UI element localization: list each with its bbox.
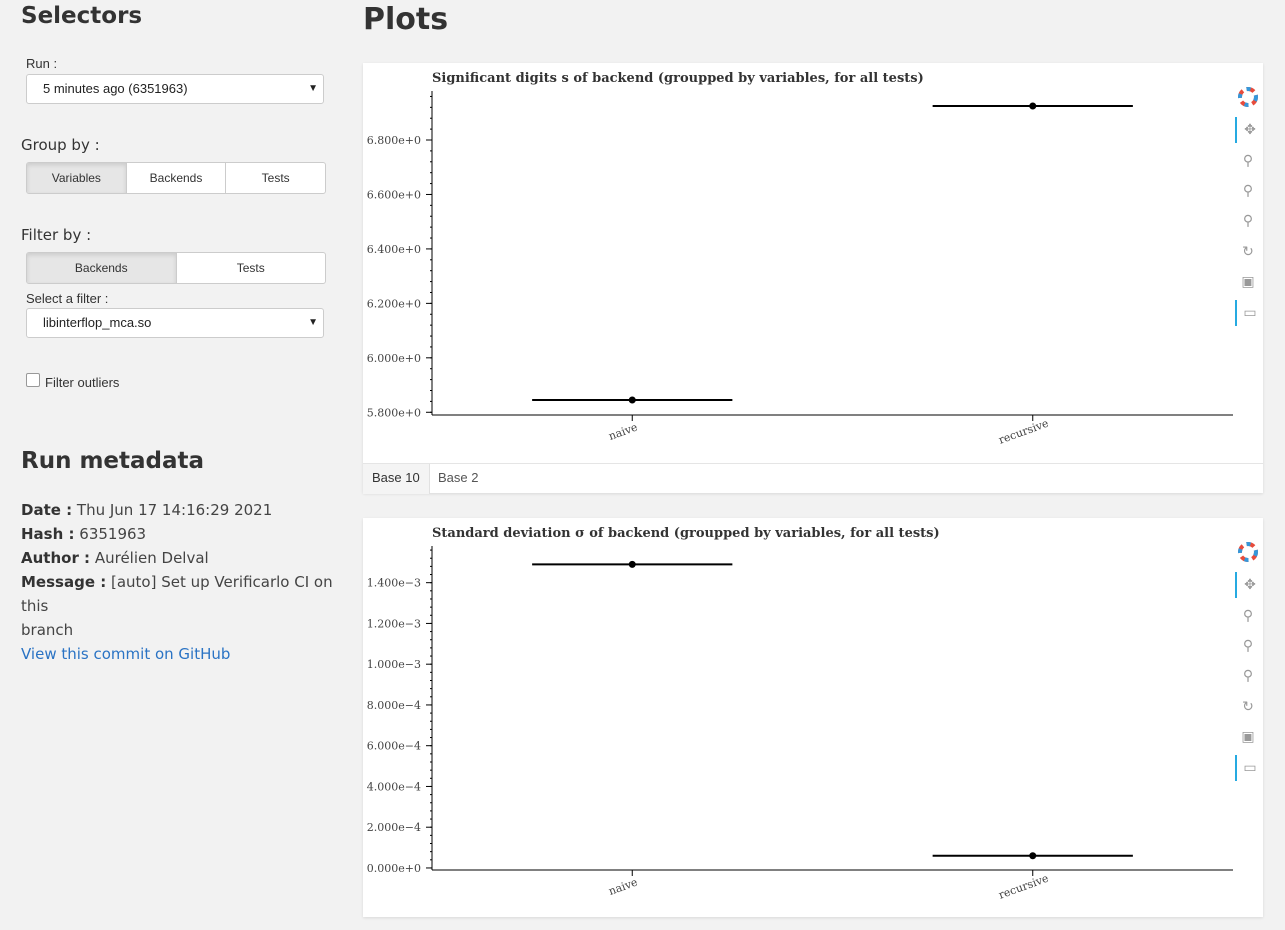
reset-icon[interactable]: ↻ [1242,699,1254,715]
data-point [1029,102,1037,110]
y-tick-label: 1.000e−3 [367,658,421,671]
tab-base-10[interactable]: Base 10 [363,464,430,494]
x-tick-label: naive [607,875,640,897]
wheel-zoom-icon[interactable]: ⚲ [1242,183,1254,199]
metadata-date: Date : Thu Jun 17 14:16:29 2021 [21,498,272,522]
author-value: Aurélien Delval [94,549,209,567]
hover-icon[interactable]: ▭ [1235,755,1263,781]
run-metadata-title: Run metadata [21,448,205,474]
y-tick-label: 1.200e−3 [367,617,421,630]
filterby-backends-button[interactable]: Backends [27,253,177,283]
groupby-tests-button[interactable]: Tests [261,171,290,185]
run-select-value: 5 minutes ago (6351963) [43,81,188,96]
hover-icon[interactable]: ▭ [1235,300,1263,326]
zoom-icon[interactable]: ⚲ [1242,213,1254,229]
filterby-button-group: Backends Tests [26,252,326,284]
filter-select[interactable]: libinterflop_mca.so ▼ [26,308,324,338]
data-point [628,560,636,568]
hash-label: Hash : [21,525,75,543]
reset-icon[interactable]: ↻ [1242,244,1254,260]
y-tick-label: 6.800e+0 [367,134,421,147]
pan-icon[interactable]: ✥ [1235,572,1263,598]
filter-select-value: libinterflop_mca.so [43,315,152,330]
bokeh-logo-icon[interactable] [1235,87,1261,113]
x-tick-label: naive [607,420,640,442]
plots-title: Plots [363,2,449,37]
x-tick-label: recursive [997,872,1050,902]
date-value: Thu Jun 17 14:16:29 2021 [76,501,273,519]
chart-std-dev: 0.000e+0 2.000e−4 4.000e−4 6.000e−4 8.000e−4… [367,546,1233,902]
select-filter-label: Select a filter : [26,291,109,306]
groupby-button-group: Variables Backends Tests [26,162,326,194]
tab-base-2[interactable]: Base 2 [438,470,479,485]
groupby-backends-button[interactable]: Backends [127,163,227,193]
selectors-title: Selectors [21,3,143,29]
x-tick-label: recursive [997,417,1050,447]
save-icon[interactable]: ▣ [1241,274,1255,290]
date-label: Date : [21,501,73,519]
chevron-down-icon: ▼ [308,83,318,94]
y-tick-label: 6.600e+0 [367,188,421,201]
box-zoom-icon[interactable]: ⚲ [1242,608,1254,624]
zoom-icon[interactable]: ⚲ [1242,668,1254,684]
github-commit-link[interactable]: View this commit on GitHub [21,645,231,663]
base-tabs: Base 10 Base 2 [363,463,1263,494]
y-tick-label: 6.400e+0 [367,243,421,256]
message-value-line1: [auto] Set up Verificarlo CI on this [21,573,333,615]
metadata-author: Author : Aurélien Delval [21,546,209,570]
chart-sig-digits: 5.800e+0 6.000e+0 6.200e+0 6.400e+0 6.600e+0… [367,91,1233,447]
y-tick-label: 2.000e−4 [367,821,421,834]
bokeh-logo-icon[interactable] [1235,542,1261,568]
author-label: Author : [21,549,91,567]
data-point [628,396,636,404]
run-select[interactable]: 5 minutes ago (6351963) ▼ [26,74,324,104]
plot-panel-standard-deviation: Standard deviation σ of backend (grouppe… [363,518,1263,917]
box-zoom-icon[interactable]: ⚲ [1242,153,1254,169]
hash-value: 6351963 [79,525,147,543]
message-value-line2: branch [21,621,74,639]
chevron-down-icon: ▼ [308,317,318,328]
y-tick-label: 6.000e+0 [367,352,421,365]
plot-toolbar: ✥ ⚲ ⚲ ⚲ ↻ ▣ ▭ [1235,542,1261,782]
data-point [1029,852,1037,860]
filterby-label: Filter by : [21,226,92,244]
filterby-tests-button[interactable]: Tests [236,261,265,275]
plot-toolbar: ✥ ⚲ ⚲ ⚲ ↻ ▣ ▭ [1235,87,1261,327]
save-icon[interactable]: ▣ [1241,729,1255,745]
y-tick-label: 4.000e−4 [367,780,421,793]
y-tick-label: 8.000e−4 [367,699,421,712]
plot-panel-significant-digits: Significant digits s of backend (grouppe… [363,63,1263,494]
run-label: Run : [26,56,58,71]
groupby-label: Group by : [21,136,100,154]
metadata-message: Message : [auto] Set up Verificarlo CI o… [21,570,341,642]
metadata-hash: Hash : 6351963 [21,522,146,546]
message-label: Message : [21,573,107,591]
y-tick-label: 6.200e+0 [367,297,421,310]
y-tick-label: 0.000e+0 [367,862,421,875]
filter-outliers-checkbox[interactable] [26,373,40,387]
filter-outliers-label: Filter outliers [45,375,120,390]
wheel-zoom-icon[interactable]: ⚲ [1242,638,1254,654]
pan-icon[interactable]: ✥ [1235,117,1263,143]
y-tick-label: 5.800e+0 [367,406,421,419]
chart-title: Standard deviation σ of backend (grouppe… [432,526,940,541]
groupby-variables-button[interactable]: Variables [27,163,127,193]
y-tick-label: 1.400e−3 [367,577,421,590]
chart-title: Significant digits s of backend (grouppe… [432,71,924,86]
y-tick-label: 6.000e−4 [367,740,421,753]
